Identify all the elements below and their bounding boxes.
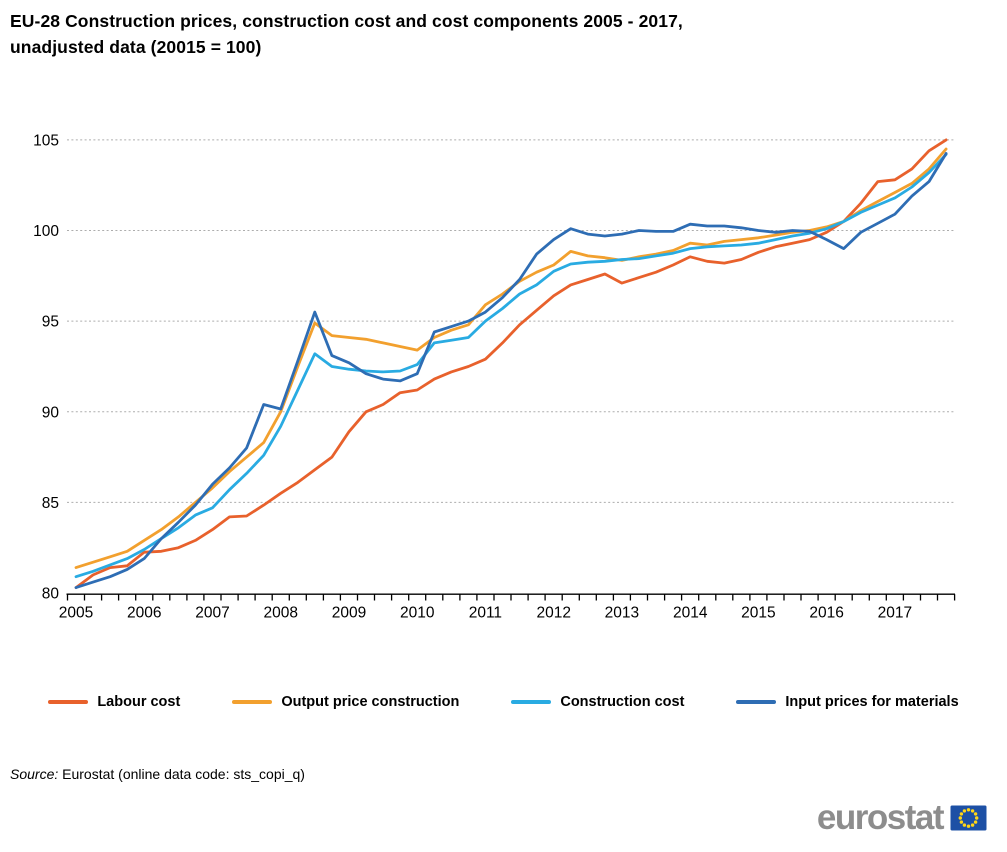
legend-item: Construction cost: [511, 694, 684, 710]
x-axis: 2005 2006 2007 2008 2009 2010 2011 2012 2013 2014…: [59, 593, 956, 622]
svg-text:80: 80: [42, 586, 60, 603]
svg-text:2013: 2013: [605, 605, 639, 622]
legend-swatch: [511, 700, 552, 704]
legend-swatch: [48, 700, 89, 704]
legend-label: Input prices for materials: [785, 694, 959, 710]
svg-text:2014: 2014: [673, 605, 708, 622]
source-text: Eurostat (online data code: sts_copi_q): [62, 766, 305, 782]
svg-text:2008: 2008: [263, 605, 297, 622]
svg-text:2005: 2005: [59, 605, 93, 622]
svg-text:2006: 2006: [127, 605, 161, 622]
svg-text:2017: 2017: [878, 605, 912, 622]
series-lines: [74, 138, 948, 589]
eu-flag-icon: [950, 805, 987, 830]
svg-text:2016: 2016: [809, 605, 843, 622]
svg-text:2010: 2010: [400, 605, 435, 622]
legend-item: Labour cost: [48, 694, 180, 710]
svg-text:105: 105: [33, 132, 59, 149]
chart-title-line2: unadjusted data (20015 = 100): [10, 37, 262, 57]
eurostat-logo-text: eurostat: [816, 798, 945, 837]
svg-text:2012: 2012: [536, 605, 570, 622]
legend-label: Construction cost: [560, 694, 685, 710]
series-line: [74, 152, 948, 579]
svg-text:100: 100: [33, 223, 59, 240]
chart-title: EU-28 Construction prices, construction …: [10, 8, 990, 60]
chart-legend: Labour cost Output price construction Cons…: [0, 694, 1007, 710]
series-line: [74, 138, 948, 589]
series-line: [74, 152, 948, 589]
svg-text:2011: 2011: [469, 605, 502, 622]
svg-text:90: 90: [42, 404, 60, 421]
series-line: [74, 147, 948, 569]
y-axis-labels: 80 85 90 95 100 105: [33, 132, 59, 602]
legend-label: Labour cost: [97, 694, 181, 710]
chart-title-line1: EU-28 Construction prices, construction …: [10, 11, 683, 31]
source-note: Source: Eurostat (online data code: sts_…: [10, 766, 305, 782]
legend-label: Output price construction: [281, 694, 460, 710]
svg-text:2009: 2009: [332, 605, 366, 622]
source-prefix: Source:: [10, 766, 59, 782]
legend-item: Input prices for materials: [736, 694, 959, 710]
svg-text:85: 85: [42, 495, 59, 512]
gridlines: [67, 139, 955, 503]
svg-text:2007: 2007: [195, 605, 229, 622]
svg-text:2015: 2015: [741, 605, 775, 622]
legend-swatch: [736, 700, 777, 704]
legend-item: Output price construction: [232, 694, 459, 710]
legend-swatch: [232, 700, 273, 704]
eurostat-logo: eurostat: [817, 800, 987, 835]
svg-text:95: 95: [42, 314, 59, 331]
